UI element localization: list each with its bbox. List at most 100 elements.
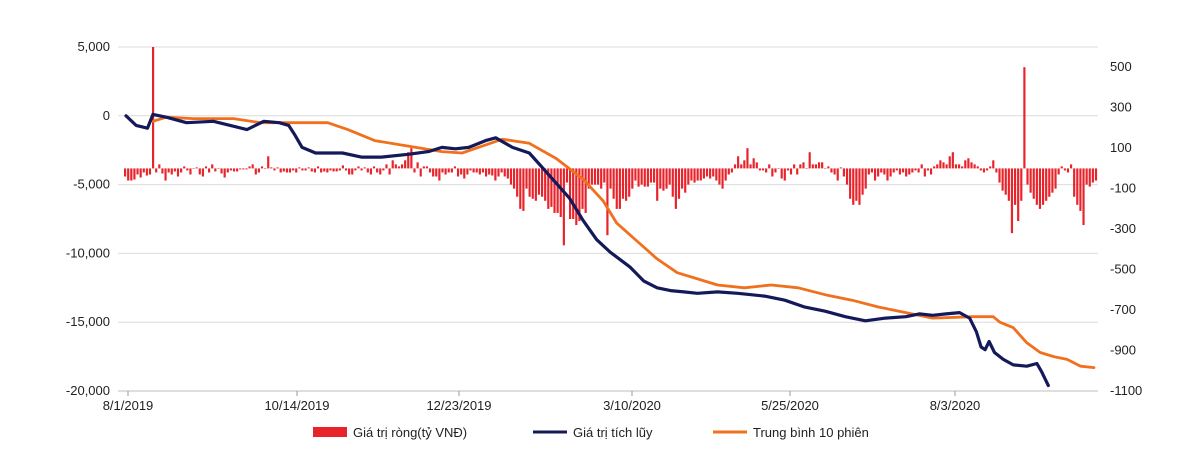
bar (435, 168, 438, 177)
bar (1032, 168, 1035, 199)
bar (637, 168, 640, 187)
bar (858, 168, 861, 205)
bar (525, 168, 528, 189)
bar (223, 168, 226, 178)
bar (189, 168, 192, 175)
bar (662, 168, 665, 191)
bar (730, 168, 733, 173)
bar (755, 162, 758, 169)
bar (460, 168, 463, 175)
bar (870, 168, 874, 173)
bar (1048, 168, 1051, 197)
bar (553, 168, 556, 213)
x-tick-label: 10/14/2019 (264, 398, 329, 413)
bar (357, 166, 360, 169)
bar (329, 168, 332, 171)
bar (609, 168, 612, 189)
bar (1013, 168, 1017, 205)
bar (995, 168, 998, 173)
bar (768, 164, 771, 169)
right-tick-label: 300 (1110, 100, 1132, 115)
bar (976, 166, 979, 169)
bar (192, 168, 195, 169)
bar (204, 166, 208, 169)
bar (469, 168, 472, 171)
bar (578, 168, 581, 222)
bar (684, 168, 687, 193)
bar (618, 168, 621, 209)
line-series (124, 112, 1096, 388)
bar (550, 168, 553, 207)
bar (842, 168, 846, 177)
bar (758, 168, 761, 171)
bar (497, 168, 500, 177)
bar (344, 168, 348, 171)
right-tick-label: -1100 (1110, 383, 1142, 398)
left-tick-label: -5,000 (73, 177, 110, 192)
bar (905, 168, 908, 177)
bar (164, 168, 167, 181)
bar (500, 168, 503, 173)
bar (737, 156, 740, 169)
bar (740, 164, 743, 169)
bar (709, 168, 712, 179)
bar (1007, 168, 1010, 201)
bar (310, 168, 313, 172)
bar (547, 168, 550, 209)
bar (313, 168, 316, 173)
bar (674, 168, 677, 209)
bar (1085, 168, 1088, 185)
bar (540, 168, 544, 197)
bar (148, 168, 152, 175)
bar (1060, 166, 1063, 169)
bar (743, 160, 746, 169)
axes: 5,000 0 -5,000 -10,000 -15,000 -20,000 500 300 1… (66, 39, 1142, 413)
bar (883, 168, 886, 175)
bar (687, 168, 690, 185)
bar (407, 152, 410, 169)
bar (895, 168, 898, 171)
bar (198, 168, 201, 175)
bar (201, 168, 204, 177)
bar (158, 164, 161, 169)
bar (920, 164, 923, 169)
bar (183, 166, 186, 169)
right-tick-label: -300 (1110, 221, 1136, 236)
bar (786, 168, 789, 171)
bar (351, 168, 354, 175)
legend-swatch-bar (313, 427, 347, 437)
bar (724, 168, 727, 181)
bar (665, 168, 668, 189)
bar (463, 168, 466, 179)
bar (1069, 164, 1073, 169)
bar (1035, 168, 1038, 205)
bar (478, 168, 481, 175)
right-tick-label: 100 (1110, 140, 1132, 155)
bar (562, 168, 565, 246)
bar (453, 166, 457, 169)
bar (145, 168, 148, 176)
left-tick-label: -20,000 (66, 383, 110, 398)
bar (1063, 168, 1066, 171)
bar (628, 168, 631, 197)
bar (970, 162, 973, 169)
bar (640, 168, 643, 185)
bar (404, 160, 407, 169)
bar (320, 168, 323, 173)
bar (484, 168, 488, 177)
bar (886, 168, 889, 181)
bar (649, 168, 653, 183)
bar (394, 164, 397, 169)
bar (432, 168, 435, 177)
bar (276, 167, 279, 169)
bar (817, 162, 821, 169)
bar (494, 168, 497, 181)
x-tick-label: 5/25/2020 (761, 398, 819, 413)
bar (923, 168, 926, 177)
bar (1045, 168, 1048, 201)
bar (1017, 168, 1020, 222)
right-tick-label: -500 (1110, 262, 1136, 277)
left-tick-label: -10,000 (66, 245, 110, 260)
bar (270, 167, 273, 169)
bar (830, 168, 833, 173)
